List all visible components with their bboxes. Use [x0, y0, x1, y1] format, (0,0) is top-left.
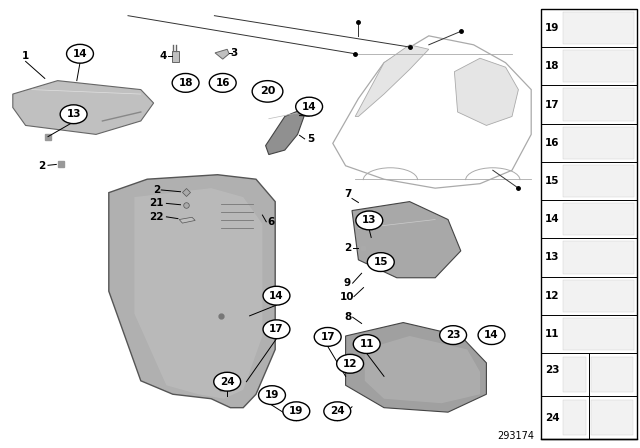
Circle shape	[60, 105, 87, 124]
Text: 23: 23	[446, 330, 460, 340]
Circle shape	[440, 326, 467, 345]
Text: 11: 11	[545, 329, 559, 339]
Text: 7: 7	[344, 189, 351, 198]
FancyBboxPatch shape	[563, 241, 634, 274]
Text: 4: 4	[159, 51, 167, 61]
Text: 17: 17	[321, 332, 335, 342]
FancyBboxPatch shape	[563, 12, 634, 44]
Text: 14: 14	[73, 49, 87, 59]
Polygon shape	[346, 323, 486, 412]
FancyBboxPatch shape	[541, 9, 637, 439]
Circle shape	[356, 211, 383, 230]
Text: 8: 8	[344, 312, 351, 322]
FancyBboxPatch shape	[563, 358, 586, 392]
Text: 14: 14	[269, 291, 284, 301]
Text: 1: 1	[22, 51, 29, 61]
Text: 12: 12	[545, 291, 559, 301]
Text: 24: 24	[330, 406, 344, 416]
Text: 293174: 293174	[497, 431, 534, 441]
Text: 2: 2	[344, 243, 351, 253]
Text: 24: 24	[220, 377, 234, 387]
Circle shape	[263, 320, 290, 339]
Circle shape	[296, 97, 323, 116]
Text: 12: 12	[343, 359, 357, 369]
Text: 5: 5	[307, 134, 314, 144]
Text: 2: 2	[153, 185, 161, 195]
Text: 24: 24	[545, 413, 559, 422]
Text: 19: 19	[289, 406, 303, 416]
Text: 19: 19	[545, 23, 559, 33]
Text: 16: 16	[216, 78, 230, 88]
Polygon shape	[179, 217, 195, 223]
Polygon shape	[355, 45, 429, 116]
Text: 13: 13	[545, 253, 559, 263]
FancyBboxPatch shape	[563, 88, 634, 121]
Polygon shape	[266, 110, 304, 155]
Text: 13: 13	[362, 215, 376, 225]
Polygon shape	[13, 81, 154, 134]
Text: 9: 9	[344, 278, 351, 288]
Circle shape	[172, 73, 199, 92]
Text: 17: 17	[269, 324, 284, 334]
Polygon shape	[134, 188, 262, 399]
Circle shape	[263, 286, 290, 305]
FancyBboxPatch shape	[563, 127, 634, 159]
Text: 20: 20	[260, 86, 275, 96]
Circle shape	[67, 44, 93, 63]
Circle shape	[252, 81, 283, 102]
Text: 22: 22	[150, 212, 164, 222]
Text: 13: 13	[67, 109, 81, 119]
Circle shape	[337, 354, 364, 373]
Circle shape	[259, 386, 285, 405]
Polygon shape	[215, 49, 229, 59]
FancyBboxPatch shape	[563, 50, 634, 82]
Text: 17: 17	[545, 99, 559, 109]
FancyBboxPatch shape	[591, 401, 633, 435]
Text: 2: 2	[38, 161, 45, 171]
Text: 14: 14	[545, 214, 559, 224]
FancyBboxPatch shape	[563, 401, 586, 435]
FancyBboxPatch shape	[563, 280, 634, 312]
Text: 11: 11	[593, 365, 607, 375]
Text: 15: 15	[374, 257, 388, 267]
Text: 18: 18	[179, 78, 193, 88]
FancyBboxPatch shape	[591, 358, 633, 392]
Polygon shape	[365, 336, 480, 403]
FancyBboxPatch shape	[563, 318, 634, 350]
FancyBboxPatch shape	[563, 165, 634, 197]
Circle shape	[353, 335, 380, 353]
Text: 23: 23	[545, 365, 559, 375]
Circle shape	[324, 402, 351, 421]
Text: 10: 10	[340, 292, 355, 302]
Text: 20: 20	[593, 413, 607, 422]
Circle shape	[367, 253, 394, 271]
Circle shape	[209, 73, 236, 92]
Circle shape	[314, 327, 341, 346]
Text: 3: 3	[230, 48, 237, 58]
Circle shape	[283, 402, 310, 421]
Text: 6: 6	[267, 217, 275, 227]
Text: 11: 11	[360, 339, 374, 349]
Text: 18: 18	[545, 61, 559, 71]
Text: 16: 16	[545, 138, 559, 148]
Text: 21: 21	[150, 198, 164, 208]
Text: 15: 15	[545, 176, 559, 186]
Circle shape	[478, 326, 505, 345]
Text: 19: 19	[265, 390, 279, 400]
Text: 14: 14	[484, 330, 499, 340]
Polygon shape	[109, 175, 275, 408]
Polygon shape	[352, 202, 461, 278]
Polygon shape	[172, 51, 179, 62]
Polygon shape	[454, 58, 518, 125]
Text: 14: 14	[302, 102, 316, 112]
Circle shape	[214, 372, 241, 391]
FancyBboxPatch shape	[563, 203, 634, 235]
